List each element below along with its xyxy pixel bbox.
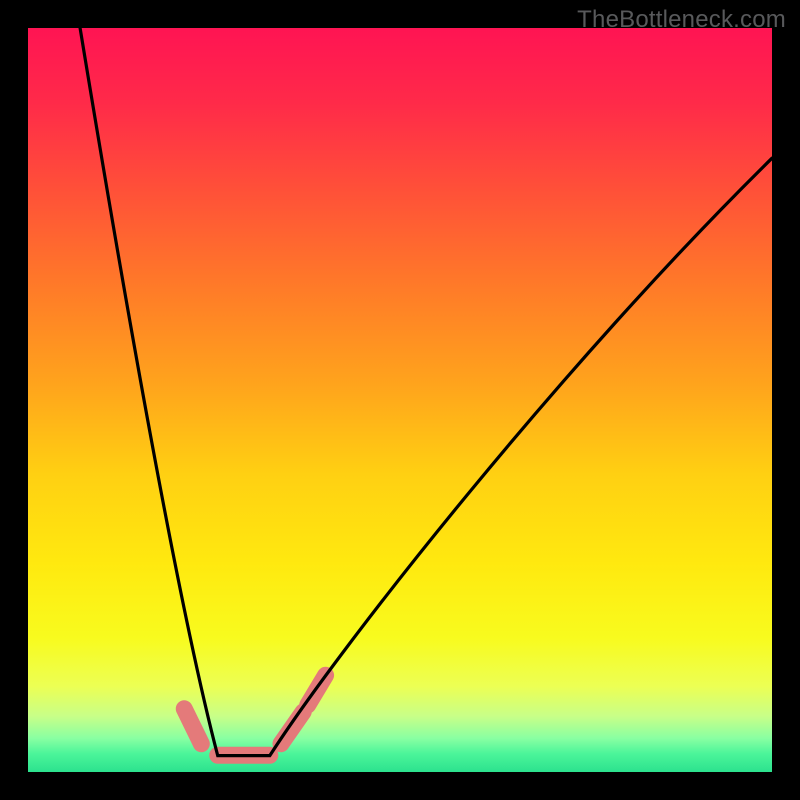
chart-frame: TheBottleneck.com [0, 0, 800, 800]
watermark-text: TheBottleneck.com [577, 6, 786, 34]
plot-area [28, 28, 772, 772]
bottleneck-curve-chart [0, 0, 800, 800]
